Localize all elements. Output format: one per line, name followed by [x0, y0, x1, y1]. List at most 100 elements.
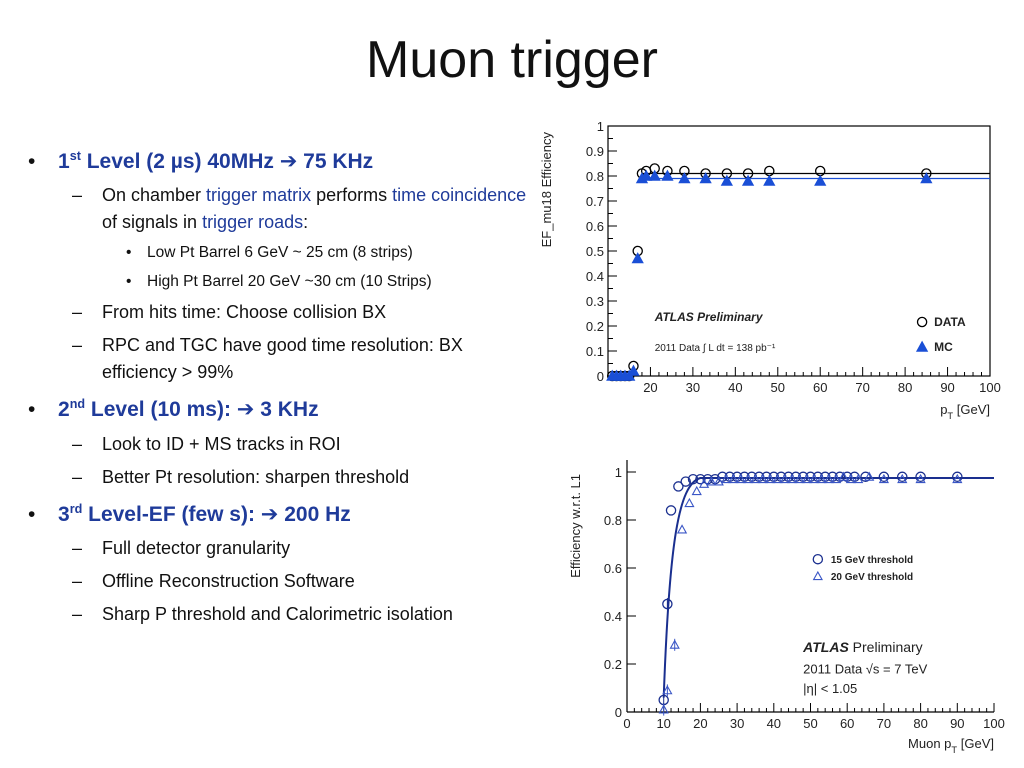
mc-point — [627, 364, 640, 376]
threshold-15-point — [896, 471, 908, 483]
threshold-20-point — [816, 473, 827, 484]
y-tick-label: 0.2 — [604, 657, 622, 672]
threshold-20-point — [831, 473, 842, 484]
bullet-level3: • 3rd Level-EF (few s): ➔ 200 Hz — [28, 501, 528, 529]
threshold-20-point — [706, 476, 717, 486]
mc-point — [699, 172, 712, 184]
threshold-15-point — [878, 471, 890, 483]
sub-bullet-text: Better Pt resolution: sharpen threshold — [102, 466, 410, 487]
bullet-dash: – — [72, 603, 83, 624]
bullet-level1-num: 1 — [58, 150, 70, 173]
bullet-list: • 1st Level (2 µs) 40MHz ➔ 75 KHz – On c… — [28, 148, 528, 634]
threshold-20-point — [669, 639, 680, 649]
eta-cut-label: |η| < 1.05 — [803, 681, 857, 696]
y-tick-label: 0.9 — [586, 144, 604, 159]
threshold-15-point — [860, 471, 871, 483]
threshold-20-point — [915, 473, 926, 484]
x-tick-label: 40 — [728, 380, 742, 395]
y-tick-label: 1 — [615, 465, 622, 480]
data-point — [764, 165, 775, 177]
mc-point — [763, 174, 776, 186]
legend-marker — [916, 316, 928, 328]
y-tick-label: 0 — [597, 369, 604, 384]
bullet-dash: – — [72, 433, 83, 454]
legend-label: 15 GeV threshold — [831, 555, 913, 566]
x-tick-label: 80 — [898, 380, 912, 395]
sub-sub-bullet-low-pt: • Low Pt Barrel 6 GeV ~ 25 cm (8 strips) — [28, 242, 528, 264]
bullet-dot: • — [126, 244, 132, 262]
threshold-20-point — [728, 473, 739, 484]
threshold-15-point — [665, 505, 677, 516]
threshold-20-point — [742, 473, 754, 484]
bullet-level3-text: Level-EF (few s): ➔ 200 Hz — [82, 502, 351, 526]
text-run: : — [303, 212, 309, 233]
bullet-dot: • — [126, 272, 132, 290]
threshold-20-point — [897, 473, 908, 484]
x-tick-label: 50 — [803, 716, 817, 731]
threshold-20-point — [878, 473, 890, 484]
legend-marker — [812, 553, 824, 565]
sub-bullet-offline-reco: – Offline Reconstruction Software — [28, 568, 528, 595]
x-tick-label: 40 — [767, 716, 781, 731]
highlight-time-coincidence: time coincidence — [392, 185, 527, 206]
mc-point — [661, 169, 674, 181]
x-tick-label: 60 — [813, 380, 827, 395]
sub-bullet-text: From hits time: Choose collision BX — [102, 302, 387, 323]
ef-mu18-efficiency-chart: 0 0.1 0.2 0.3 0.4 0.5 0.6 0.7 0.8 0.9 1 20 30 40 50 60 7… — [539, 119, 1001, 421]
threshold-20-point — [691, 485, 702, 496]
threshold-20-point — [684, 497, 695, 508]
text-run: of signals in — [102, 212, 203, 233]
x-tick-label: 60 — [840, 716, 854, 731]
mc-point — [920, 172, 933, 184]
threshold-20-point — [658, 704, 669, 714]
y-tick-label: 0.7 — [586, 194, 604, 209]
threshold-15-point — [680, 476, 691, 487]
threshold-20-point — [801, 473, 812, 484]
y-tick-label: 0.4 — [586, 269, 604, 284]
threshold-20-point — [735, 473, 746, 484]
threshold-20-point — [698, 478, 710, 488]
bullet-level3-sup: rd — [69, 501, 83, 516]
threshold-20-point — [720, 473, 732, 484]
mc-point — [814, 174, 827, 186]
y-axis-label: EF_mu18 Efficiency — [539, 132, 554, 248]
x-tick-label: 0 — [623, 716, 630, 731]
threshold-20-point — [779, 473, 790, 484]
y-tick-label: 0.6 — [604, 561, 622, 576]
threshold-20-point — [845, 473, 857, 484]
y-tick-label: 0.6 — [586, 219, 604, 234]
legend-marker — [812, 570, 823, 581]
y-tick-label: 0.1 — [586, 344, 604, 359]
x-axis-label: pT [GeV] — [940, 402, 990, 421]
highlight-trigger-matrix: trigger matrix — [206, 185, 312, 206]
sub-sub-bullet-high-pt: • High Pt Barrel 20 GeV ~30 cm (10 Strip… — [28, 271, 528, 293]
bullet-dash: – — [72, 537, 83, 558]
threshold-20-point — [838, 471, 849, 481]
mc-point — [741, 174, 755, 186]
sub-bullet-trigger-matrix: – On chamber trigger matrix performs tim… — [28, 182, 528, 236]
mc-point — [720, 174, 733, 186]
sub-bullet-id-ms: – Look to ID + MS tracks in ROI — [28, 431, 528, 458]
bullet-dash: – — [72, 335, 83, 356]
threshold-15-point — [695, 473, 706, 485]
x-tick-label: 20 — [693, 716, 707, 731]
slide-title: Muon trigger — [366, 31, 658, 89]
bullet-level2-num: 2 — [58, 398, 70, 422]
bullet-dot: • — [28, 150, 36, 173]
sub-bullet-pt-resolution: – Better Pt resolution: sharpen threshol… — [28, 464, 528, 491]
y-tick-label: 0.3 — [586, 294, 604, 309]
threshold-15-point — [662, 598, 673, 610]
bullet-dash: – — [72, 302, 83, 323]
y-tick-label: 0.4 — [604, 609, 622, 624]
threshold-20-point — [757, 473, 768, 484]
x-axis-label: Muon pT [GeV] — [908, 736, 994, 755]
bullet-level1-sup: st — [69, 149, 81, 163]
data-point — [814, 165, 826, 177]
bullet-dash: – — [72, 466, 83, 487]
threshold-20-point — [772, 473, 783, 484]
legend-marker — [915, 340, 929, 352]
threshold-20-point — [750, 473, 761, 484]
y-tick-label: 0 — [615, 705, 622, 720]
bullet-dash: – — [72, 570, 83, 591]
threshold-15-point — [952, 471, 963, 483]
